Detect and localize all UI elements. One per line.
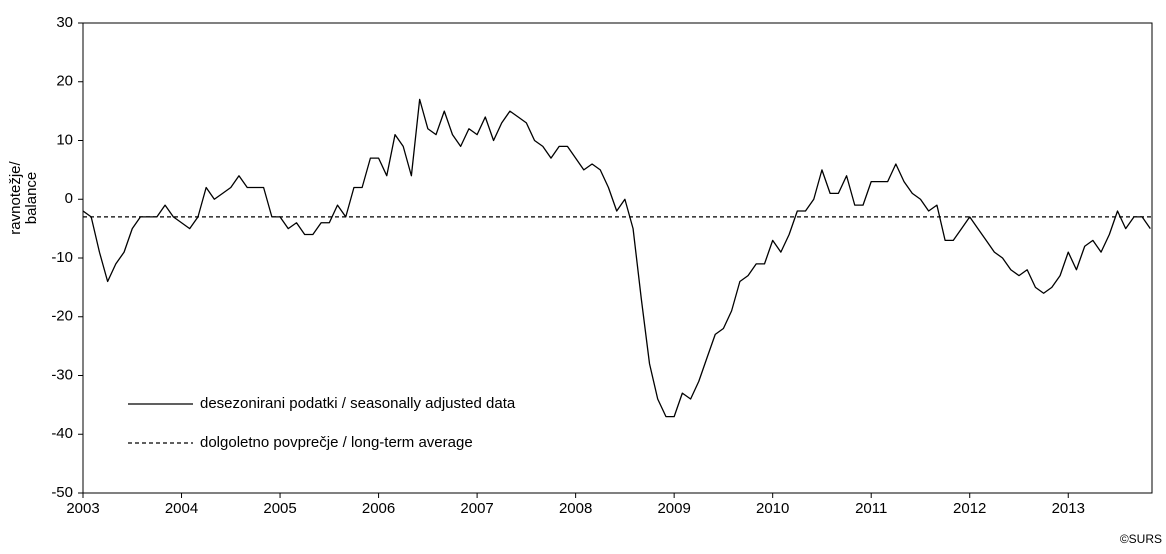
y-tick-label: -50 <box>51 484 73 501</box>
x-tick-label: 2004 <box>165 500 198 517</box>
y-tick-label: -10 <box>51 249 73 266</box>
x-tick-label: 2012 <box>953 500 986 517</box>
x-tick-label: 2007 <box>460 500 493 517</box>
x-tick-label: 2013 <box>1052 500 1085 517</box>
y-tick-label: 0 <box>65 190 73 207</box>
x-tick-label: 2003 <box>66 500 99 517</box>
x-tick-label: 2008 <box>559 500 592 517</box>
x-tick-label: 2005 <box>263 500 296 517</box>
y-tick-label: 30 <box>56 14 73 31</box>
credit: ©SURS <box>1120 532 1162 546</box>
y-tick-label: 20 <box>56 73 73 90</box>
x-tick-label: 2009 <box>657 500 690 517</box>
legend-label: dolgoletno povprečje / long-term average <box>200 434 473 451</box>
y-axis-label-line: ravnotežje/ <box>7 160 24 234</box>
y-tick-label: -20 <box>51 308 73 325</box>
y-tick-label: -40 <box>51 425 73 442</box>
y-tick-label: 10 <box>56 131 73 148</box>
plot-area <box>82 22 1153 494</box>
x-tick-label: 2006 <box>362 500 395 517</box>
y-tick-label: -30 <box>51 366 73 383</box>
data-line <box>82 98 1151 418</box>
y-axis-label: ravnotežje/balance <box>7 160 40 234</box>
x-tick-label: 2010 <box>756 500 789 517</box>
x-tick-label: 2011 <box>855 500 887 517</box>
y-axis-label-line: balance <box>23 172 40 225</box>
legend-label: desezonirani podatki / seasonally adjust… <box>200 395 516 412</box>
